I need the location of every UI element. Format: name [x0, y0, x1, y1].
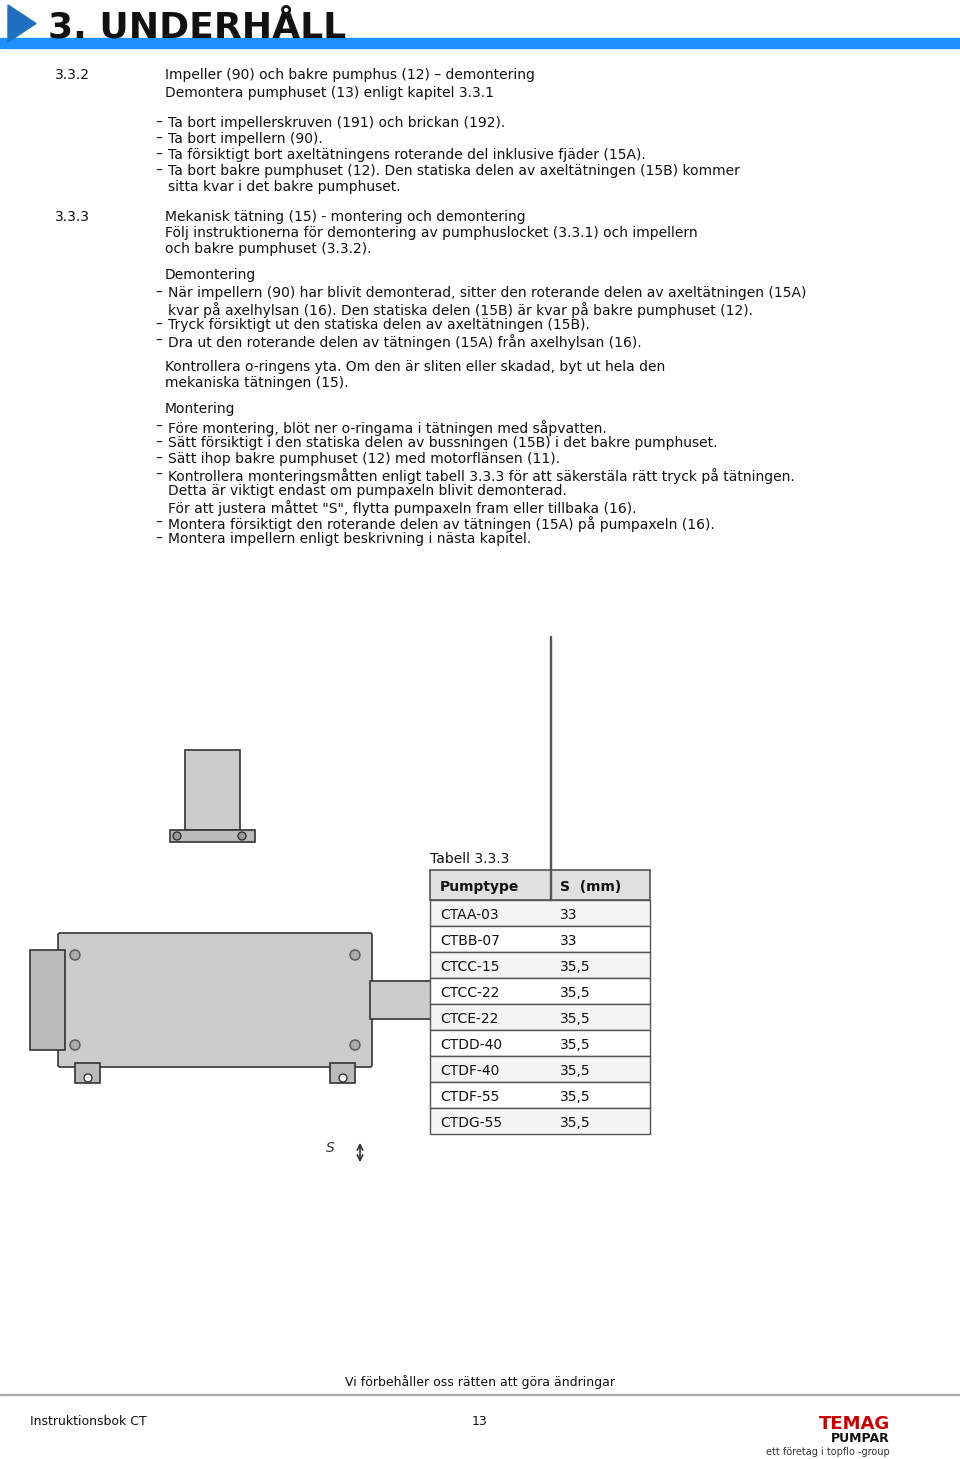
- Circle shape: [350, 1040, 360, 1050]
- Circle shape: [339, 1074, 347, 1083]
- Text: –: –: [155, 163, 162, 178]
- Text: Ta försiktigt bort axeltätningens roterande del inklusive fjäder (15A).: Ta försiktigt bort axeltätningens rotera…: [168, 147, 646, 162]
- Bar: [430, 1056, 650, 1083]
- Text: –: –: [155, 131, 162, 146]
- Text: Montering: Montering: [165, 403, 235, 416]
- Text: Vi förbehåller oss rätten att göra ändringar: Vi förbehåller oss rätten att göra ändri…: [345, 1374, 615, 1389]
- Bar: [430, 1107, 650, 1134]
- Text: Ta bort impellern (90).: Ta bort impellern (90).: [168, 131, 323, 146]
- Text: CTCC-22: CTCC-22: [440, 986, 499, 999]
- Text: 33: 33: [560, 934, 578, 948]
- Text: kvar på axelhylsan (16). Den statiska delen (15B) är kvar på bakre pumphuset (12: kvar på axelhylsan (16). Den statiska de…: [168, 302, 753, 318]
- Text: –: –: [155, 147, 162, 162]
- Text: CTAA-03: CTAA-03: [440, 907, 498, 922]
- Text: –: –: [155, 420, 162, 433]
- Text: –: –: [155, 117, 162, 130]
- Text: Pumptype: Pumptype: [440, 880, 519, 894]
- Bar: [30, 950, 65, 1050]
- Polygon shape: [8, 4, 36, 42]
- Text: 35,5: 35,5: [560, 1037, 590, 1052]
- Text: 35,5: 35,5: [560, 1116, 590, 1131]
- Text: sitta kvar i det bakre pumphuset.: sitta kvar i det bakre pumphuset.: [168, 179, 400, 194]
- Bar: [170, 830, 255, 842]
- Text: Instruktionsbok CT: Instruktionsbok CT: [30, 1415, 147, 1428]
- Text: 35,5: 35,5: [560, 1090, 590, 1104]
- Text: CTDG-55: CTDG-55: [440, 1116, 502, 1131]
- Text: –: –: [155, 318, 162, 333]
- Text: 35,5: 35,5: [560, 1064, 590, 1078]
- Text: –: –: [155, 334, 162, 349]
- Bar: [185, 750, 240, 830]
- Text: Dra ut den roterande delen av tätningen (15A) från axelhylsan (16).: Dra ut den roterande delen av tätningen …: [168, 334, 641, 350]
- Text: –: –: [155, 468, 162, 481]
- Text: 35,5: 35,5: [560, 960, 590, 975]
- Text: Sätt ihop bakre pumphuset (12) med motorflänsen (11).: Sätt ihop bakre pumphuset (12) med motor…: [168, 452, 560, 465]
- Bar: [430, 978, 650, 1004]
- Text: Följ instruktionerna för demontering av pumphuslocket (3.3.1) och impellern: Följ instruktionerna för demontering av …: [165, 226, 698, 239]
- Text: Mekanisk tätning (15) - montering och demontering: Mekanisk tätning (15) - montering och de…: [165, 210, 526, 225]
- Circle shape: [173, 832, 181, 840]
- Circle shape: [238, 832, 246, 840]
- Text: När impellern (90) har blivit demonterad, sitter den roterande delen av axeltätn: När impellern (90) har blivit demonterad…: [168, 286, 806, 301]
- Bar: [430, 900, 650, 926]
- Circle shape: [70, 1040, 80, 1050]
- Bar: [430, 1083, 650, 1107]
- Text: 33: 33: [560, 907, 578, 922]
- Text: Ta bort impellerskruven (191) och brickan (192).: Ta bort impellerskruven (191) och bricka…: [168, 117, 505, 130]
- Text: mekaniska tätningen (15).: mekaniska tätningen (15).: [165, 376, 348, 390]
- Bar: [430, 926, 650, 953]
- Bar: [430, 953, 650, 978]
- Text: –: –: [155, 452, 162, 465]
- Text: Ta bort bakre pumphuset (12). Den statiska delen av axeltätningen (15B) kommer: Ta bort bakre pumphuset (12). Den statis…: [168, 163, 740, 178]
- Text: Kontrollera monteringsmåtten enligt tabell 3.3.3 för att säkerstäla rätt tryck p: Kontrollera monteringsmåtten enligt tabe…: [168, 468, 795, 484]
- Text: Montera impellern enligt beskrivning i nästa kapitel.: Montera impellern enligt beskrivning i n…: [168, 533, 531, 546]
- Bar: [550, 636, 551, 900]
- Text: PUMPAR: PUMPAR: [831, 1431, 890, 1444]
- Circle shape: [84, 1074, 92, 1083]
- Text: 35,5: 35,5: [560, 986, 590, 999]
- Text: Impeller (90) och bakre pumphus (12) – demontering: Impeller (90) och bakre pumphus (12) – d…: [165, 69, 535, 82]
- Text: –: –: [155, 286, 162, 301]
- Text: För att justera måttet "S", flytta pumpaxeln fram eller tillbaka (16).: För att justera måttet "S", flytta pumpa…: [168, 500, 636, 516]
- Text: TEMAG: TEMAG: [819, 1415, 890, 1433]
- Text: 3.3.3: 3.3.3: [55, 210, 90, 225]
- FancyBboxPatch shape: [58, 932, 372, 1067]
- Text: 35,5: 35,5: [560, 1013, 590, 1026]
- Text: S: S: [326, 1141, 335, 1156]
- Text: och bakre pumphuset (3.3.2).: och bakre pumphuset (3.3.2).: [165, 242, 372, 255]
- Bar: [460, 972, 472, 1029]
- Bar: [430, 1030, 650, 1056]
- Text: 3.3.2: 3.3.2: [55, 69, 90, 82]
- Bar: [0, 38, 960, 48]
- Text: Demontering: Demontering: [165, 268, 256, 282]
- Text: CTDF-55: CTDF-55: [440, 1090, 499, 1104]
- Bar: [370, 980, 460, 1018]
- Text: ett företag i topflo -group: ett företag i topflo -group: [766, 1447, 890, 1458]
- Bar: [330, 1064, 355, 1083]
- Text: Kontrollera o-ringens yta. Om den är sliten eller skadad, byt ut hela den: Kontrollera o-ringens yta. Om den är sli…: [165, 360, 665, 374]
- Text: Detta är viktigt endast om pumpaxeln blivit demonterad.: Detta är viktigt endast om pumpaxeln bli…: [168, 484, 566, 498]
- Text: 3. UNDERHÅLL: 3. UNDERHÅLL: [48, 12, 347, 45]
- Circle shape: [350, 950, 360, 960]
- Text: Sätt försiktigt i den statiska delen av bussningen (15B) i det bakre pumphuset.: Sätt försiktigt i den statiska delen av …: [168, 436, 717, 449]
- Text: –: –: [155, 436, 162, 449]
- Circle shape: [70, 950, 80, 960]
- Bar: [430, 870, 650, 900]
- Text: CTDF-40: CTDF-40: [440, 1064, 499, 1078]
- Text: CTBB-07: CTBB-07: [440, 934, 500, 948]
- Text: CTCC-15: CTCC-15: [440, 960, 499, 975]
- Text: Tabell 3.3.3: Tabell 3.3.3: [430, 852, 510, 867]
- Text: –: –: [155, 516, 162, 530]
- Bar: [75, 1064, 100, 1083]
- Text: Demontera pumphuset (13) enligt kapitel 3.3.1: Demontera pumphuset (13) enligt kapitel …: [165, 86, 494, 101]
- Text: 13: 13: [472, 1415, 488, 1428]
- Text: S  (mm): S (mm): [560, 880, 621, 894]
- Bar: [430, 1004, 650, 1030]
- Text: Före montering, blöt ner o-ringama i tätningen med såpvatten.: Före montering, blöt ner o-ringama i tät…: [168, 420, 607, 436]
- Text: Montera försiktigt den roterande delen av tätningen (15A) på pumpaxeln (16).: Montera försiktigt den roterande delen a…: [168, 516, 715, 533]
- Text: CTCE-22: CTCE-22: [440, 1013, 498, 1026]
- Text: CTDD-40: CTDD-40: [440, 1037, 502, 1052]
- Text: Tryck försiktigt ut den statiska delen av axeltätningen (15B).: Tryck försiktigt ut den statiska delen a…: [168, 318, 589, 333]
- Text: –: –: [155, 533, 162, 546]
